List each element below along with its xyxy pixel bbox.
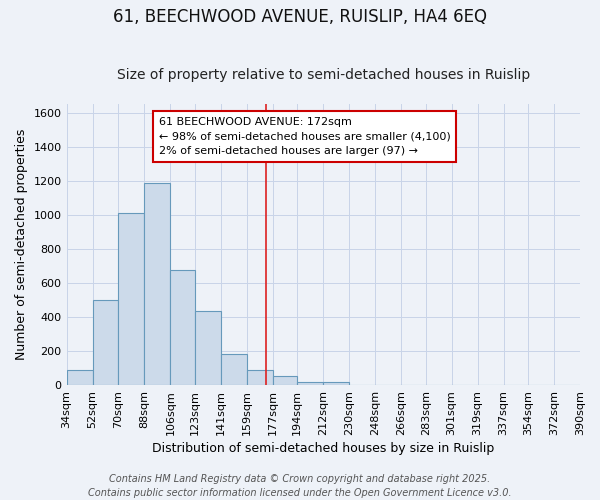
Bar: [170, 270, 195, 385]
Bar: [221, 354, 247, 385]
Title: Size of property relative to semi-detached houses in Ruislip: Size of property relative to semi-detach…: [116, 68, 530, 82]
Text: Contains HM Land Registry data © Crown copyright and database right 2025.
Contai: Contains HM Land Registry data © Crown c…: [88, 474, 512, 498]
Bar: [323, 382, 349, 385]
Text: 61, BEECHWOOD AVENUE, RUISLIP, HA4 6EQ: 61, BEECHWOOD AVENUE, RUISLIP, HA4 6EQ: [113, 8, 487, 26]
Bar: [298, 382, 323, 385]
Bar: [145, 183, 170, 385]
Text: 61 BEECHWOOD AVENUE: 172sqm
← 98% of semi-detached houses are smaller (4,100)
2%: 61 BEECHWOOD AVENUE: 172sqm ← 98% of sem…: [159, 116, 451, 156]
X-axis label: Distribution of semi-detached houses by size in Ruislip: Distribution of semi-detached houses by …: [152, 442, 494, 455]
Bar: [195, 311, 221, 385]
Y-axis label: Number of semi-detached properties: Number of semi-detached properties: [15, 129, 28, 360]
Bar: [118, 213, 145, 385]
Bar: [67, 370, 92, 385]
Bar: [92, 300, 118, 385]
Bar: [247, 370, 273, 385]
Bar: [273, 376, 298, 385]
